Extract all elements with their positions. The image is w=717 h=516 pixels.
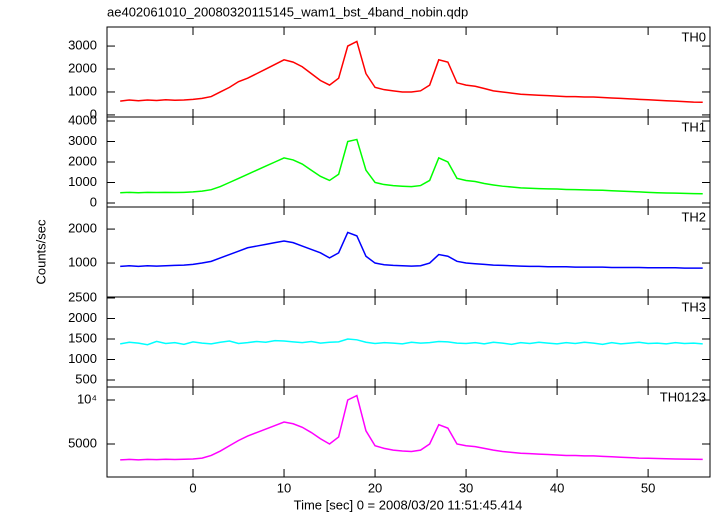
panel-frame <box>106 116 711 208</box>
y-tick-label: 3000 <box>68 133 97 148</box>
series-label: TH1 <box>681 119 706 134</box>
x-tick-label: 30 <box>459 480 473 495</box>
series-line <box>120 40 703 104</box>
y-tick-label: 2500 <box>68 289 97 304</box>
y-tick-label: 1000 <box>68 83 97 98</box>
series-line <box>120 138 703 195</box>
panel-frame <box>106 386 711 478</box>
y-tick-label: 4000 <box>68 112 97 127</box>
x-tick-label: 50 <box>641 480 655 495</box>
x-tick-label: 0 <box>189 480 196 495</box>
y-tick-label: 0 <box>90 194 97 209</box>
y-tick-label: 1500 <box>68 330 97 345</box>
x-tick-label: 20 <box>368 480 382 495</box>
y-tick-label: 2000 <box>68 153 97 168</box>
y-tick-label: 2000 <box>68 221 97 236</box>
y-tick-label: 3000 <box>68 37 97 52</box>
y-tick-label: 2000 <box>68 310 97 325</box>
x-tick-label: 40 <box>550 480 564 495</box>
series-line <box>120 231 703 269</box>
series-label: TH3 <box>681 299 706 314</box>
y-tick-label: 1000 <box>68 254 97 269</box>
x-axis-label: Time [sec] 0 = 2008/03/20 11:51:45.414 <box>294 497 523 512</box>
series-line <box>120 338 703 346</box>
y-tick-label: 2000 <box>68 60 97 75</box>
series-label: TH2 <box>681 209 706 224</box>
series-label: TH0 <box>681 29 706 44</box>
y-tick-label: 1000 <box>68 351 97 366</box>
series-label: TH0123 <box>660 389 706 404</box>
y-tick-label: 1000 <box>68 174 97 189</box>
y-tick-label: 10⁴ <box>77 391 97 406</box>
y-tick-label: 5000 <box>68 435 97 450</box>
panel-frame <box>106 26 711 118</box>
series-line <box>120 394 703 461</box>
x-tick-label: 10 <box>277 480 291 495</box>
panel-frame <box>106 206 711 298</box>
y-axis-label: Counts/sec <box>33 219 48 285</box>
chart-title: ae402061010_20080320115145_wam1_bst_4ban… <box>107 4 468 19</box>
y-tick-label: 0 <box>90 106 97 121</box>
y-tick-label: 500 <box>75 371 97 386</box>
